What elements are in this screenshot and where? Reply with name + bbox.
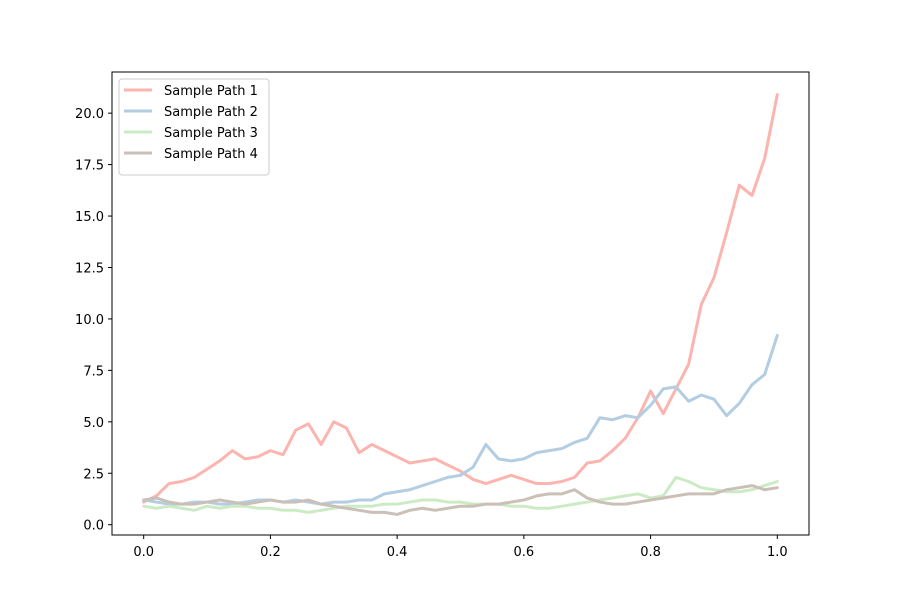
- legend: Sample Path 1 Sample Path 2 Sample Path 3 S…: [118, 78, 270, 176]
- legend-label-4: Sample Path 4: [164, 147, 258, 162]
- y-tick-label: 20.0: [75, 107, 104, 122]
- y-tick-label: 0.0: [83, 519, 104, 534]
- x-tick-label: 0.0: [133, 545, 154, 560]
- x-tick-label: 0.8: [640, 545, 661, 560]
- legend-box: [118, 78, 270, 176]
- y-tick-label: 15.0: [75, 210, 104, 225]
- y-tick-label: 2.5: [83, 467, 104, 482]
- series-line-3: [142, 475, 779, 514]
- legend-label-3: Sample Path 3: [164, 126, 258, 141]
- series-layer: [142, 93, 779, 516]
- y-tick-label: 5.0: [83, 416, 104, 431]
- series-line-1: [142, 93, 779, 504]
- y-tick-label: 10.0: [75, 313, 104, 328]
- series-line-2: [142, 333, 779, 506]
- x-tick-label: 0.4: [387, 545, 408, 560]
- y-tick-label: 12.5: [75, 261, 104, 276]
- x-tick-label: 1.0: [767, 545, 788, 560]
- y-tick-label: 17.5: [75, 159, 104, 174]
- x-axis: 0.0 0.2 0.4 0.6 0.8 1.0: [133, 535, 788, 560]
- series-line-4: [142, 484, 779, 516]
- x-tick-label: 0.2: [260, 545, 281, 560]
- legend-label-1: Sample Path 1: [164, 84, 258, 99]
- y-tick-label: 7.5: [83, 364, 104, 379]
- legend-label-2: Sample Path 2: [164, 105, 258, 120]
- x-tick-label: 0.6: [514, 545, 535, 560]
- y-axis: 0.0 2.5 5.0 7.5 10.0 12.5 15.0 17.5 20.0: [75, 107, 112, 534]
